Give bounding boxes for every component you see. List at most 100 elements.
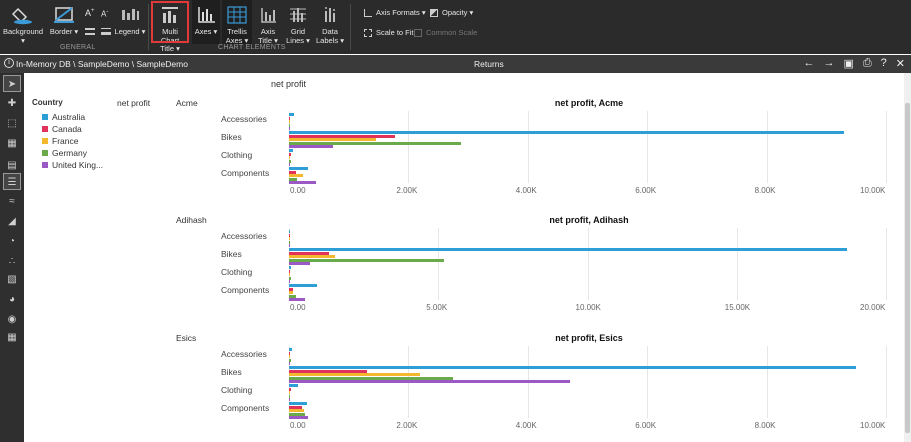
bar-united-king-clothing[interactable] bbox=[289, 163, 291, 167]
bar-australia-clothing[interactable] bbox=[289, 149, 293, 152]
multi-chart-title-button[interactable]: Multi Chart Title ▾ bbox=[152, 0, 188, 54]
bar-united-king-clothing[interactable] bbox=[289, 280, 290, 284]
bar-germany-components[interactable] bbox=[289, 412, 306, 416]
border-button[interactable]: Border ▾ bbox=[47, 0, 81, 37]
legend-item[interactable]: United King... bbox=[42, 160, 103, 170]
bar-france-bikes[interactable] bbox=[289, 255, 336, 259]
bar-canada-clothing[interactable] bbox=[289, 387, 291, 391]
gauge-icon[interactable]: ◕ bbox=[8, 294, 16, 305]
bar-canada-components[interactable] bbox=[289, 287, 293, 291]
vertical-scrollbar[interactable] bbox=[904, 73, 911, 442]
bar-canada-accessories[interactable] bbox=[289, 116, 290, 120]
move-tool-icon[interactable]: ✚ bbox=[7, 98, 17, 109]
bar-germany-components[interactable] bbox=[289, 294, 296, 298]
trellis-axes-button[interactable]: Trellis Axes ▾ bbox=[222, 0, 252, 44]
bar-canada-clothing[interactable] bbox=[289, 269, 291, 273]
bar-united-king-accessories[interactable] bbox=[289, 244, 290, 248]
scale-to-fit-button[interactable]: Scale to Fit bbox=[364, 28, 414, 37]
bar-australia-components[interactable] bbox=[289, 284, 318, 287]
common-scale-button[interactable]: Common Scale bbox=[414, 28, 477, 37]
bar-canada-bikes[interactable] bbox=[289, 251, 330, 255]
bar-france-clothing[interactable] bbox=[289, 391, 291, 395]
map-icon[interactable]: ◉ bbox=[7, 314, 17, 325]
bar-australia-components[interactable] bbox=[289, 167, 309, 170]
legend-item[interactable]: Canada bbox=[42, 124, 82, 134]
bar-canada-clothing[interactable] bbox=[289, 152, 292, 156]
bar-germany-bikes[interactable] bbox=[289, 258, 445, 262]
stacked-chart-icon[interactable]: ▧ bbox=[7, 274, 17, 285]
select-tool-icon[interactable]: ⬚ bbox=[7, 118, 17, 129]
bar-france-accessories[interactable] bbox=[289, 237, 290, 241]
bar-germany-clothing[interactable] bbox=[289, 394, 290, 398]
grid-chart-icon[interactable]: ▦ bbox=[7, 138, 17, 149]
help-icon[interactable]: ? bbox=[880, 57, 887, 69]
line-style-button[interactable] bbox=[85, 28, 95, 35]
legend-button[interactable]: Legend ▾ bbox=[113, 0, 147, 37]
column-chart-icon[interactable]: ▤ bbox=[7, 160, 17, 171]
bar-germany-bikes[interactable] bbox=[289, 376, 454, 380]
font-increase-button[interactable]: A+ bbox=[85, 8, 95, 18]
opacity-button[interactable]: Opacity ▾ bbox=[430, 8, 473, 17]
table-icon[interactable]: ▦ bbox=[7, 332, 17, 343]
bar-germany-clothing[interactable] bbox=[289, 159, 291, 163]
pie-chart-icon[interactable]: ◔ bbox=[8, 236, 16, 247]
bar-australia-bikes[interactable] bbox=[289, 131, 845, 134]
bar-canada-accessories[interactable] bbox=[289, 351, 290, 355]
bar-australia-components[interactable] bbox=[289, 402, 307, 405]
bar-united-king-components[interactable] bbox=[289, 416, 308, 420]
bar-germany-clothing[interactable] bbox=[289, 276, 291, 280]
bar-france-accessories[interactable] bbox=[289, 355, 291, 359]
pointer-tool-icon[interactable]: ➤ bbox=[3, 75, 21, 92]
legend-item[interactable]: Australia bbox=[42, 112, 85, 122]
bar-australia-accessories[interactable] bbox=[289, 113, 294, 116]
bar-france-accessories[interactable] bbox=[289, 120, 291, 124]
data-labels-button[interactable]: Data Labels ▾ bbox=[315, 0, 345, 45]
bar-canada-components[interactable] bbox=[289, 170, 297, 174]
bar-canada-components[interactable] bbox=[289, 405, 303, 409]
font-decrease-button[interactable]: A- bbox=[101, 9, 108, 19]
bar-united-king-accessories[interactable] bbox=[289, 127, 290, 131]
area-chart-icon[interactable]: ◢ bbox=[8, 216, 16, 227]
bar-germany-accessories[interactable] bbox=[289, 123, 290, 127]
bar-france-bikes[interactable] bbox=[289, 138, 376, 142]
bar-france-components[interactable] bbox=[289, 291, 294, 295]
bar-germany-accessories[interactable] bbox=[289, 240, 290, 244]
forward-arrow-icon[interactable]: → bbox=[823, 57, 835, 69]
legend-item[interactable]: Germany bbox=[42, 148, 87, 158]
close-icon[interactable]: ✕ bbox=[895, 58, 905, 70]
bar-france-components[interactable] bbox=[289, 409, 304, 413]
bar-france-components[interactable] bbox=[289, 174, 303, 178]
bar-france-clothing[interactable] bbox=[289, 273, 290, 277]
axis-title-button[interactable]: Axis Title ▾ bbox=[255, 0, 281, 45]
grid-lines-button[interactable]: Grid Lines ▾ bbox=[284, 0, 312, 45]
bar-united-king-components[interactable] bbox=[289, 298, 305, 302]
bar-united-king-components[interactable] bbox=[289, 181, 316, 185]
bar-canada-bikes[interactable] bbox=[289, 369, 367, 373]
legend-item[interactable]: France bbox=[42, 136, 78, 146]
bar-germany-bikes[interactable] bbox=[289, 141, 461, 145]
bar-united-king-bikes[interactable] bbox=[289, 262, 311, 266]
axes-button[interactable]: Axes ▾ bbox=[192, 0, 220, 44]
scrollbar-thumb[interactable] bbox=[905, 103, 910, 433]
bar-canada-bikes[interactable] bbox=[289, 134, 396, 138]
back-arrow-icon[interactable]: ← bbox=[803, 57, 815, 69]
bar-chart-icon[interactable]: ☰ bbox=[3, 173, 21, 190]
print-icon[interactable]: ⎙ bbox=[862, 57, 872, 69]
bar-france-bikes[interactable] bbox=[289, 373, 421, 377]
bar-australia-accessories[interactable] bbox=[289, 348, 292, 351]
bar-united-king-bikes[interactable] bbox=[289, 145, 334, 149]
bar-united-king-accessories[interactable] bbox=[289, 362, 290, 366]
save-icon[interactable]: ▣ bbox=[843, 58, 854, 70]
scatter-chart-icon[interactable]: ∴ bbox=[8, 256, 16, 267]
bar-canada-accessories[interactable] bbox=[289, 233, 290, 237]
background-button[interactable]: Background ▾ bbox=[2, 0, 44, 45]
bar-united-king-bikes[interactable] bbox=[289, 380, 570, 384]
bar-australia-accessories[interactable] bbox=[289, 230, 291, 233]
bar-australia-bikes[interactable] bbox=[289, 366, 857, 369]
bar-germany-accessories[interactable] bbox=[289, 358, 291, 362]
bar-australia-clothing[interactable] bbox=[289, 266, 291, 269]
bar-australia-bikes[interactable] bbox=[289, 248, 848, 251]
line-weight-button[interactable] bbox=[101, 28, 111, 35]
info-icon[interactable]: i bbox=[4, 58, 14, 68]
axis-formats-button[interactable]: Axis Formats ▾ bbox=[364, 8, 426, 17]
